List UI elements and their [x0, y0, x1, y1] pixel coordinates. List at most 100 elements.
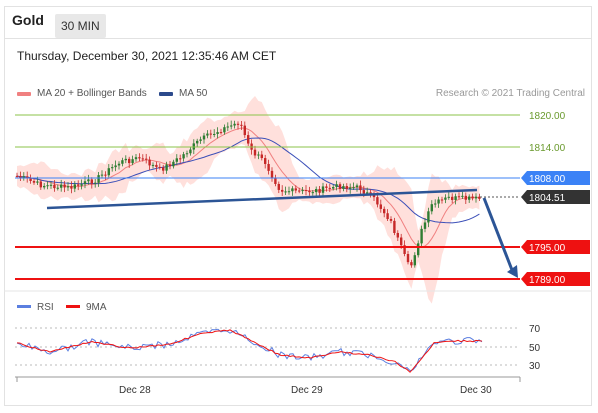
candle	[213, 133, 216, 135]
candle	[216, 132, 219, 134]
candle	[87, 179, 90, 182]
candle	[243, 125, 246, 136]
candle	[141, 158, 144, 160]
candle	[328, 187, 331, 189]
candle	[437, 199, 440, 204]
support-trendline	[46, 188, 478, 210]
candle	[199, 139, 202, 141]
candle	[474, 196, 478, 199]
bollinger-band	[17, 95, 480, 304]
candle	[94, 182, 97, 184]
rsi-ma-swatch	[66, 305, 80, 308]
candle	[206, 133, 209, 136]
level-label-1789: 1789.00	[529, 275, 566, 286]
candle	[253, 149, 257, 156]
candle	[349, 187, 352, 189]
candle	[393, 220, 396, 233]
rsi-line	[16, 328, 483, 372]
candle	[471, 196, 474, 199]
candle	[70, 186, 73, 189]
candle	[114, 165, 117, 168]
candle	[281, 189, 284, 192]
candle	[162, 167, 165, 171]
candle	[267, 163, 270, 171]
candle	[134, 157, 138, 160]
candle	[260, 154, 263, 159]
candle	[223, 127, 226, 133]
candle	[417, 243, 420, 256]
candle	[396, 232, 399, 238]
candle	[247, 135, 250, 144]
candle	[49, 184, 53, 186]
candle	[128, 158, 131, 164]
x-label-dec28: Dec 28	[119, 385, 151, 396]
level-label-1820: 1820.00	[529, 111, 566, 122]
candle	[226, 126, 229, 128]
candle	[461, 195, 464, 197]
candle	[400, 237, 403, 246]
level-label-1814: 1814.00	[529, 143, 566, 154]
rsi-label-30: 30	[529, 361, 541, 372]
candle	[383, 208, 386, 214]
candle	[192, 143, 195, 150]
level-tag-1808	[521, 171, 590, 185]
candle	[325, 186, 328, 188]
candle	[53, 184, 56, 189]
candle	[304, 190, 308, 192]
level-tag-1789	[521, 272, 590, 286]
candle	[77, 184, 80, 186]
candle	[318, 188, 321, 193]
candle	[264, 158, 267, 164]
candle	[430, 204, 433, 212]
forecast-arrow-line	[482, 197, 514, 271]
candle	[315, 188, 318, 193]
candle	[60, 184, 63, 188]
candle	[26, 176, 29, 179]
candle	[230, 125, 233, 127]
ma20-swatch	[17, 91, 31, 96]
candle	[379, 204, 382, 209]
timeframe-button[interactable]: 30 MIN	[55, 14, 106, 38]
candle	[151, 164, 155, 166]
candle	[413, 255, 416, 266]
candle	[22, 176, 25, 178]
candle	[287, 191, 291, 193]
candle	[43, 185, 46, 188]
candle	[308, 190, 311, 193]
x-label-dec30: Dec 30	[460, 385, 492, 396]
candle	[107, 168, 110, 176]
candle	[32, 180, 36, 183]
candle	[19, 175, 22, 178]
candle	[338, 184, 342, 189]
candle	[403, 245, 406, 254]
candle	[274, 177, 277, 184]
candle	[376, 197, 379, 205]
candle	[444, 197, 447, 200]
candle	[189, 149, 192, 154]
rsi-label-50: 50	[529, 343, 541, 354]
candle	[298, 190, 301, 192]
candle	[277, 183, 280, 190]
legend-ma50-label: MA 50	[179, 88, 208, 99]
candle	[447, 196, 450, 198]
candle	[386, 213, 389, 220]
rsi-label-70: 70	[529, 324, 541, 335]
candle	[454, 196, 457, 200]
candle	[321, 186, 325, 193]
rsi-ma-legend-label: 9MA	[86, 302, 107, 313]
candle	[148, 159, 151, 166]
candle	[196, 140, 199, 144]
candle	[155, 164, 158, 167]
candle	[468, 196, 471, 200]
candle	[366, 192, 369, 194]
forecast-arrow-head	[507, 265, 518, 278]
candle	[185, 153, 189, 155]
candle	[131, 159, 134, 164]
candle	[359, 185, 362, 191]
candle	[406, 253, 410, 263]
candle	[423, 222, 427, 229]
candle	[100, 174, 104, 176]
candle	[355, 185, 359, 188]
candle	[311, 192, 314, 194]
rsi-ma-line	[16, 329, 483, 373]
